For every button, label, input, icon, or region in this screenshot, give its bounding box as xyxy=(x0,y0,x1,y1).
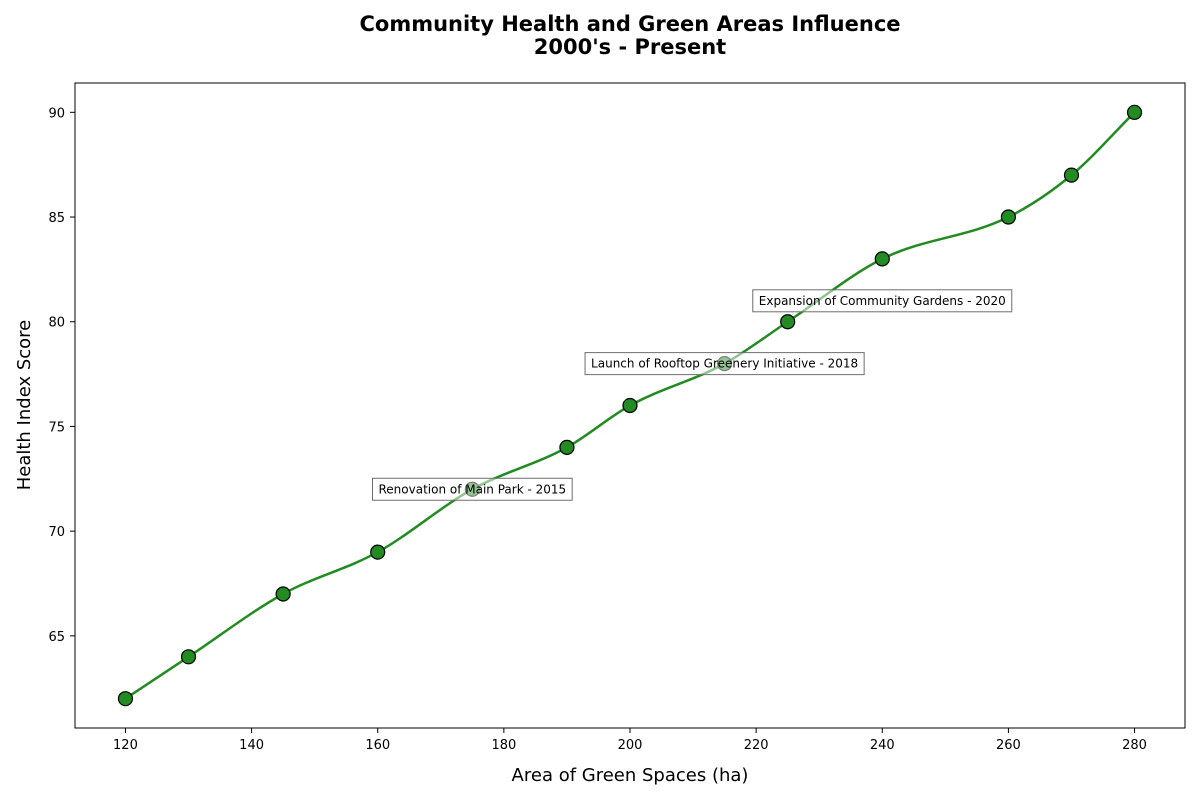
data-point xyxy=(559,439,575,455)
annotation-text: Launch of Rooftop Greenery Initiative - … xyxy=(591,357,858,371)
x-tick-label: 280 xyxy=(1122,738,1147,753)
annotation-box xyxy=(371,477,573,501)
data-point xyxy=(1126,104,1143,120)
data-point xyxy=(874,251,890,267)
annotation-text: Expansion of Community Gardens - 2020 xyxy=(759,294,1006,308)
x-tick-label: 200 xyxy=(618,738,643,753)
chart-title-line1: Community Health and Green Areas Influen… xyxy=(359,12,900,36)
annotation-box xyxy=(752,289,1013,313)
annotation: Renovation of Main Park - 2015 xyxy=(371,477,573,501)
x-tick-label: 140 xyxy=(239,738,264,753)
x-tick-label: 120 xyxy=(113,738,138,753)
x-tick-label: 240 xyxy=(870,738,895,753)
chart-title-line2: 2000's - Present xyxy=(534,35,726,59)
data-point xyxy=(370,544,386,560)
data-point xyxy=(180,649,197,665)
data-point xyxy=(780,314,796,330)
annotation-text: Renovation of Main Park - 2015 xyxy=(378,482,566,496)
x-tick-label: 160 xyxy=(365,738,390,753)
y-axis-label: Health Index Score xyxy=(14,320,35,491)
x-tick-label: 260 xyxy=(996,738,1021,753)
y-tick-label: 70 xyxy=(48,525,65,540)
data-point xyxy=(622,397,638,414)
x-tick-label: 180 xyxy=(491,738,516,753)
data-point xyxy=(1000,209,1017,225)
annotation-box xyxy=(584,352,865,376)
y-tick-label: 85 xyxy=(48,211,65,226)
plot-area: 120 140 160 180 200 220 240 260 280 65 70 75 80 85 90 R… xyxy=(48,82,1186,753)
x-tick-label: 220 xyxy=(744,738,769,753)
y-tick-label: 80 xyxy=(48,316,65,331)
y-tick-label: 75 xyxy=(48,420,65,435)
data-point xyxy=(1063,167,1080,183)
annotation: Expansion of Community Gardens - 2020 xyxy=(752,289,1013,313)
y-tick-label: 65 xyxy=(48,630,65,645)
data-point xyxy=(117,691,134,707)
annotation: Launch of Rooftop Greenery Initiative - … xyxy=(584,352,865,376)
y-tick-label: 90 xyxy=(48,106,65,121)
data-point xyxy=(275,586,291,602)
x-axis-label: Area of Green Spaces (ha) xyxy=(512,765,749,786)
